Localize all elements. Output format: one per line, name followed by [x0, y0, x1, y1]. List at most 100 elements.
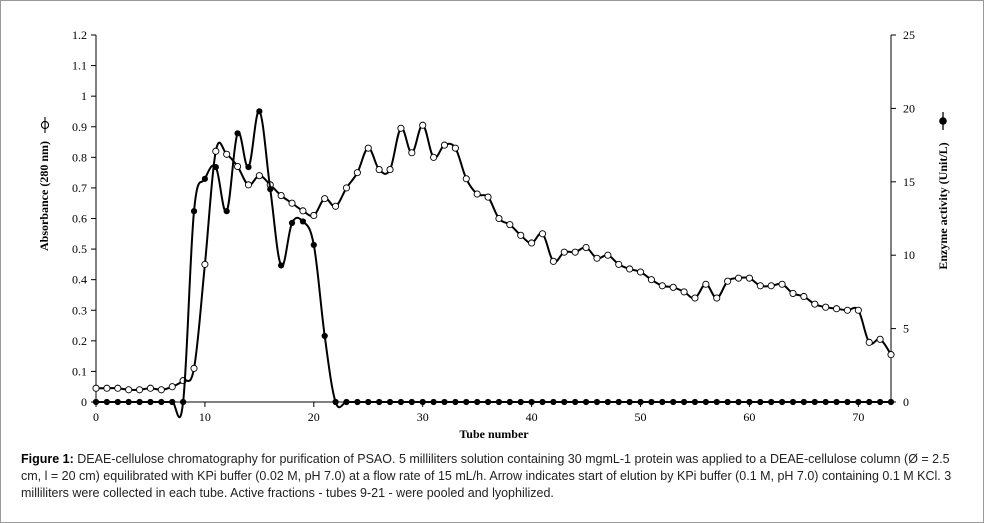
absorbance-point [822, 303, 830, 311]
right-legend-filled-circle [939, 112, 947, 130]
enzyme-activity-point [593, 398, 601, 406]
absorbance-series [92, 121, 895, 394]
left-y-tick-label: 0.7 [72, 181, 87, 195]
enzyme-activity-point [365, 398, 372, 406]
enzyme-activity-point [604, 398, 611, 406]
absorbance-point [386, 166, 394, 174]
absorbance-point [517, 231, 525, 239]
enzyme-activity-point [713, 398, 720, 406]
absorbance-point [234, 162, 242, 171]
absorbance-point [255, 172, 263, 180]
absorbance-point [626, 265, 634, 273]
absorbance-point [462, 175, 470, 183]
absorbance-point [277, 192, 285, 200]
enzyme-activity-point [343, 398, 350, 406]
enzyme-activity-point [670, 398, 677, 406]
absorbance-point [669, 283, 677, 291]
absorbance-point [375, 166, 383, 174]
absorbance-point [310, 211, 318, 219]
absorbance-point [103, 384, 111, 392]
absorbance-point [604, 251, 612, 259]
enzyme-activity-point [354, 398, 361, 406]
right-y-axis-title: Enzyme activity (Unit/L) [936, 142, 950, 269]
absorbance-point [843, 306, 851, 314]
enzyme-activity-point [855, 398, 862, 406]
absorbance-point [832, 305, 841, 313]
right-y-tick-label: 20 [903, 101, 915, 115]
absorbance-point [484, 193, 492, 201]
left-y-tick-label: 1.1 [72, 59, 87, 73]
absorbance-point [223, 150, 231, 158]
enzyme-activity-point [550, 398, 557, 406]
enzyme-activity-point [768, 398, 775, 406]
enzyme-activity-point [180, 398, 187, 406]
absorbance-point [876, 335, 884, 343]
left-y-tick-label: 0.8 [72, 150, 87, 164]
axes: 0 0.1 0.2 0.3 0.4 0.5 0.6 0.7 0.8 0.9 1 1.1 1.2 0 5 10 1… [72, 28, 915, 424]
absorbance-point [658, 282, 666, 290]
absorbance-point [636, 268, 645, 276]
x-tick-label: 60 [743, 410, 755, 424]
enzyme-activity-point [452, 398, 459, 406]
enzyme-activity-point [321, 332, 328, 340]
enzyme-activity-point [212, 164, 219, 171]
absorbance-point [430, 153, 438, 161]
absorbance-point [332, 202, 340, 210]
enzyme-activity-point [800, 398, 807, 406]
enzyme-activity-point [332, 398, 339, 406]
enzyme-activity-point [626, 398, 633, 406]
absorbance-point [887, 351, 895, 359]
left-y-tick-label: 1 [81, 89, 87, 103]
enzyme-activity-point [778, 398, 786, 406]
absorbance-point [342, 184, 351, 192]
left-y-tick-label: 0.9 [72, 120, 87, 134]
enzyme-activity-point [811, 398, 818, 406]
enzyme-activity-point [659, 398, 666, 406]
enzyme-activity-point [789, 398, 797, 406]
absorbance-point [397, 124, 405, 132]
right-y-tick-label: 15 [903, 175, 915, 189]
series-layer [92, 108, 895, 419]
absorbance-point [473, 190, 481, 198]
left-y-tick-label: 1.2 [72, 28, 87, 42]
absorbance-point [778, 280, 786, 288]
enzyme-activity-point [528, 398, 535, 406]
absorbance-point [299, 207, 307, 215]
absorbance-point [571, 248, 579, 256]
absorbance-point [756, 282, 764, 290]
enzyme-activity-point [158, 398, 165, 406]
x-tick-label: 0 [93, 410, 99, 424]
enzyme-activity-point [702, 398, 709, 406]
absorbance-point [745, 274, 753, 282]
enzyme-activity-point [288, 219, 296, 227]
enzyme-activity-point [572, 398, 579, 406]
enzyme-activity-point [310, 241, 317, 249]
absorbance-point [713, 294, 721, 302]
absorbance-point [789, 289, 797, 297]
absorbance-point [212, 147, 220, 155]
enzyme-activity-point [844, 398, 851, 406]
absorbance-point [495, 214, 503, 223]
enzyme-activity-point [735, 398, 742, 406]
enzyme-activity-point [376, 398, 383, 406]
x-tick-label: 20 [308, 410, 320, 424]
enzyme-activity-point [397, 398, 405, 406]
absorbance-point [811, 300, 819, 308]
enzyme-activity-point [724, 398, 731, 406]
enzyme-activity-point [92, 398, 100, 406]
right-y-tick-label: 10 [903, 248, 915, 262]
enzyme-activity-point [408, 398, 415, 406]
enzyme-activity-point [223, 208, 230, 215]
caption-label: Figure 1: [21, 452, 74, 466]
enzyme-activity-point [822, 398, 829, 406]
absorbance-point [157, 386, 165, 394]
absorbance-point [201, 260, 209, 268]
enzyme-activity-point [833, 398, 840, 406]
enzyme-activity-point [582, 398, 590, 406]
enzyme-activity-point [201, 175, 209, 182]
enzyme-activity-point [757, 398, 764, 406]
absorbance-point [560, 248, 568, 256]
enzyme-activity-point [245, 164, 252, 171]
right-y-tick-label: 5 [903, 322, 909, 336]
enzyme-activity-point [125, 398, 132, 406]
